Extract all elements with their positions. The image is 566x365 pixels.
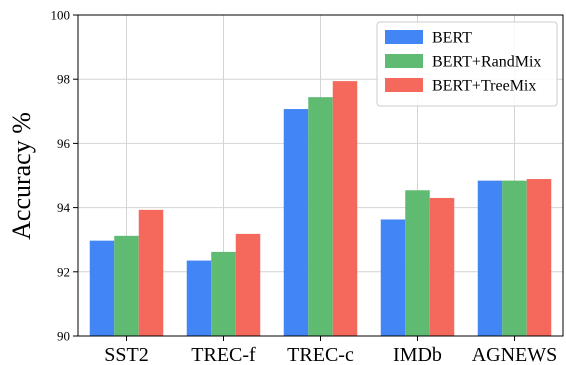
y-tick-label: 94 xyxy=(57,200,71,215)
bar-trec-f-series-1 xyxy=(186,260,212,336)
bar-agnews-series-3 xyxy=(526,179,552,336)
legend-label: BERT xyxy=(432,30,472,47)
legend-swatch xyxy=(385,30,423,44)
bar-trec-c-series-3 xyxy=(332,81,358,336)
bar-trec-c-series-1 xyxy=(283,109,309,336)
bar-imdb-series-2 xyxy=(405,190,430,336)
x-tick-label: AGNEWS xyxy=(472,344,558,365)
bar-trec-f-series-2 xyxy=(211,251,236,336)
bar-trec-f-series-3 xyxy=(235,233,261,336)
x-tick-label: SST2 xyxy=(104,344,148,365)
legend: BERT BERT+RandMix BERT+TreeMix xyxy=(376,21,558,107)
y-ticks: 90 92 94 96 98 100 xyxy=(51,8,78,344)
y-axis-label: Accuracy % xyxy=(7,112,36,240)
y-tick-label: 98 xyxy=(57,72,70,87)
y-tick-label: 90 xyxy=(57,329,70,344)
y-tick-label: 96 xyxy=(57,136,71,151)
x-tick-label: TREC-f xyxy=(191,344,256,365)
bar-sst2-series-1 xyxy=(89,240,115,336)
x-tick-label: IMDb xyxy=(393,344,442,365)
bar-trec-c-series-2 xyxy=(308,97,333,337)
legend-label: BERT+RandMix xyxy=(432,54,541,71)
bar-sst2-series-3 xyxy=(138,209,164,336)
bars xyxy=(89,81,552,337)
bar-imdb-series-1 xyxy=(380,219,406,336)
bar-sst2-series-2 xyxy=(114,235,139,336)
bar-agnews-series-2 xyxy=(502,180,527,336)
legend-swatch xyxy=(385,78,423,92)
legend-label: BERT+TreeMix xyxy=(432,78,536,95)
bar-agnews-series-1 xyxy=(477,180,503,336)
y-tick-label: 92 xyxy=(57,264,70,279)
legend-swatch xyxy=(385,54,423,68)
bar-imdb-series-3 xyxy=(429,197,455,336)
x-tick-label: TREC-c xyxy=(287,344,354,365)
y-tick-label: 100 xyxy=(51,8,71,23)
x-ticks: SST2 TREC-f TREC-c IMDb AGNEWS xyxy=(104,336,557,365)
